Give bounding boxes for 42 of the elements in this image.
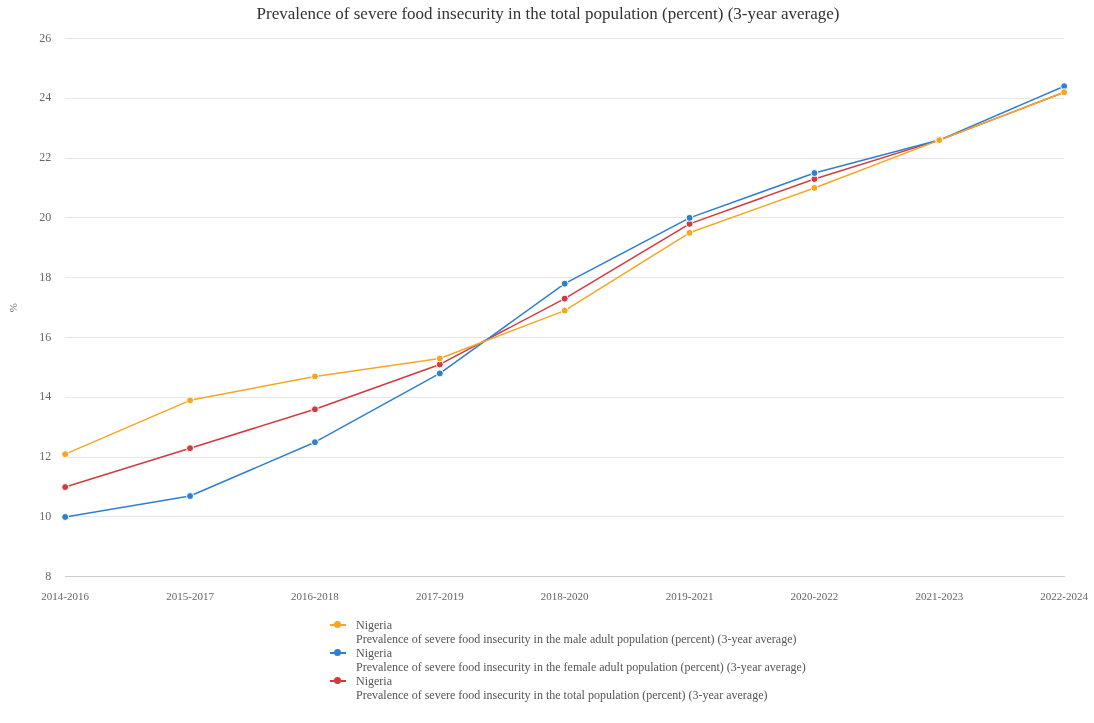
point	[310, 438, 319, 447]
legend-label: Nigeria Prevalence of severe food insecurity in the male adult population (percent) (3-year average)	[356, 618, 797, 646]
x-tick-label: 2020-2022	[790, 590, 839, 603]
legend-label: Nigeria Prevalence of severe food insecurity in the total population (percent) (3-year average)	[356, 674, 768, 702]
point	[560, 294, 569, 303]
point	[560, 306, 569, 315]
point	[310, 405, 319, 414]
point	[61, 483, 70, 492]
y-axis-title: %	[7, 303, 20, 313]
y-tick-label: 14	[39, 389, 52, 404]
legend-label: Nigeria Prevalence of severe food insecurity in the female adult population (percent) (3-year average)	[356, 646, 806, 674]
y-tick-label: 12	[39, 449, 52, 464]
x-tick-label: 2022-2024	[1040, 590, 1089, 603]
y-tick-label: 10	[39, 509, 52, 524]
point	[186, 492, 195, 501]
y-tick-label: 22	[39, 150, 52, 165]
x-tick-label: 2015-2017	[166, 590, 215, 603]
x-tick-label: 2021-2023	[915, 590, 964, 603]
point	[685, 213, 694, 222]
x-tick-label: 2019-2021	[665, 590, 714, 603]
point	[810, 169, 819, 177]
point	[560, 279, 569, 288]
y-tick-label: 18	[39, 269, 52, 284]
point	[61, 450, 70, 459]
point	[435, 354, 444, 363]
point	[685, 228, 694, 237]
point	[61, 512, 70, 521]
x-tick-label: 2014-2016	[41, 590, 90, 603]
y-tick-label: 26	[39, 30, 52, 45]
x-tick-label: 2016-2018	[291, 590, 340, 603]
point	[810, 183, 819, 192]
y-tick-label: 8	[45, 568, 52, 583]
x-tick-label: 2018-2020	[540, 590, 590, 603]
point	[310, 372, 319, 381]
x-tick-label: 2017-2019	[415, 590, 465, 603]
y-tick-label: 24	[39, 90, 52, 105]
point	[186, 444, 195, 453]
y-tick-label: 16	[39, 329, 52, 344]
chart-title: Prevalence of severe food insecurity in the total population (percent) (3-year average)	[256, 3, 840, 23]
y-tick-label: 20	[39, 210, 52, 225]
point	[186, 396, 195, 405]
point	[435, 369, 444, 378]
